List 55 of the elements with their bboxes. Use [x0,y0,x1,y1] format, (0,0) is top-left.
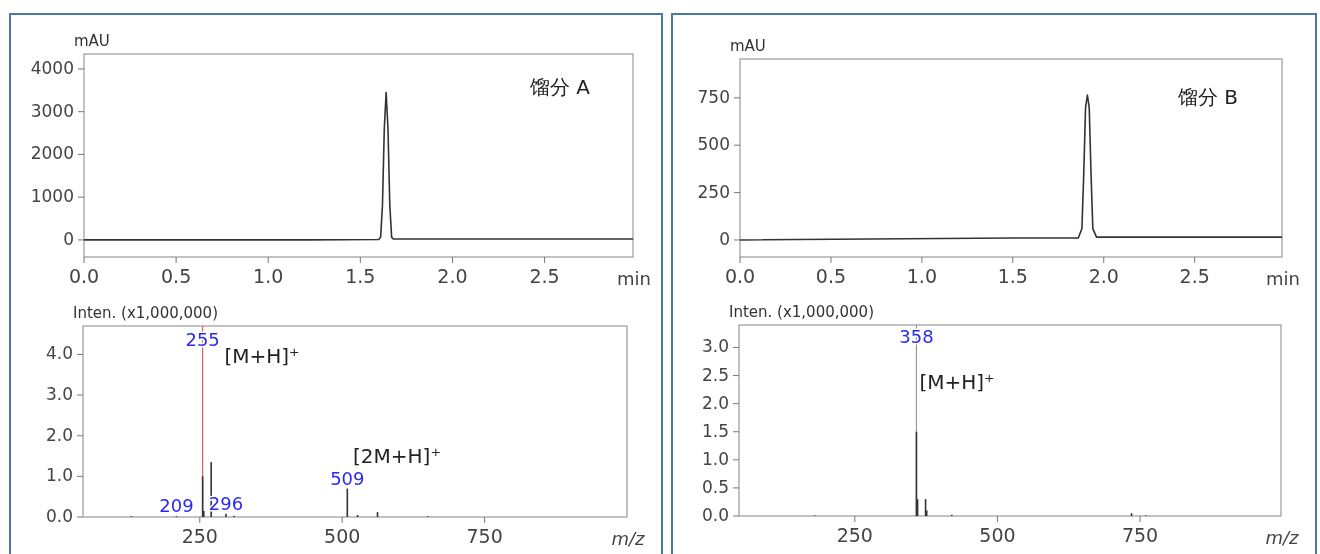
y-axis-title: mAU [730,37,766,55]
y-tick-label: 1.5 [701,420,729,441]
y-tick-label: 2000 [30,143,74,164]
y-tick-label: 750 [697,86,730,107]
y-tick-label: 0 [63,228,74,249]
y-tick-label: 1.0 [45,465,73,486]
x-tick-label: 2.5 [1179,265,1210,287]
y-tick-label: 2.5 [701,364,729,385]
annotation: 358 [899,326,934,348]
x-tick-label: 750 [1121,524,1159,546]
y-tick-label: 500 [697,134,730,155]
x-axis-title: min [617,268,651,289]
x-tick-label: 1.0 [906,265,937,287]
annotation: 馏分 B [1176,84,1239,109]
x-tick-label: 2.0 [1088,265,1119,287]
x-tick-label: 2.5 [529,265,560,287]
y-axis-title: Inten. (x1,000,000) [729,303,875,321]
y-tick-label: 3000 [30,100,74,121]
y-axis-title: Inten. (x1,000,000) [73,304,219,322]
annotation: 509 [330,467,365,489]
x-tick-label: 1.5 [997,265,1028,287]
x-tick-label: 750 [466,525,503,547]
y-tick-label: 1.0 [701,448,729,469]
x-tick-label: 250 [836,524,873,546]
x-tick-label: 1.0 [253,265,284,287]
x-axis-title: m/z [611,528,646,549]
annotation: 209 [159,495,194,517]
y-axis-title: mAU [74,32,110,50]
x-tick-label: 250 [181,525,218,547]
y-tick-label: 3.0 [45,384,73,405]
y-tick-label: 0.0 [701,505,729,525]
x-axis-title: min [1266,268,1300,289]
x-tick-label: 1.5 [345,265,376,287]
annotation: [2M+H]⁺ [353,443,441,468]
y-tick-label: 3.0 [701,336,729,357]
y-tick-label: 0 [719,228,730,249]
y-tick-label: 2.0 [701,392,729,413]
x-axis-title: m/z [1265,527,1300,548]
x-tick-label: 2.0 [437,265,468,287]
y-tick-label: 2.0 [45,424,73,445]
x-tick-label: 0.5 [161,265,192,287]
x-tick-label: 500 [979,524,1016,546]
annotation: 馏分 A [528,74,591,99]
x-tick-label: 500 [324,525,361,547]
y-tick-label: 1000 [30,186,74,207]
y-tick-label: 0.5 [701,476,729,497]
x-tick-label: 0.0 [724,265,756,287]
y-tick-label: 0.0 [45,506,73,526]
annotation: [M+H]⁺ [919,369,995,394]
x-tick-label: 0.0 [68,265,100,287]
y-tick-label: 250 [697,181,730,202]
annotation: [M+H]⁺ [224,343,300,368]
y-tick-label: 4000 [30,57,74,78]
x-tick-label: 0.5 [815,265,847,287]
y-tick-label: 4.0 [45,343,73,364]
